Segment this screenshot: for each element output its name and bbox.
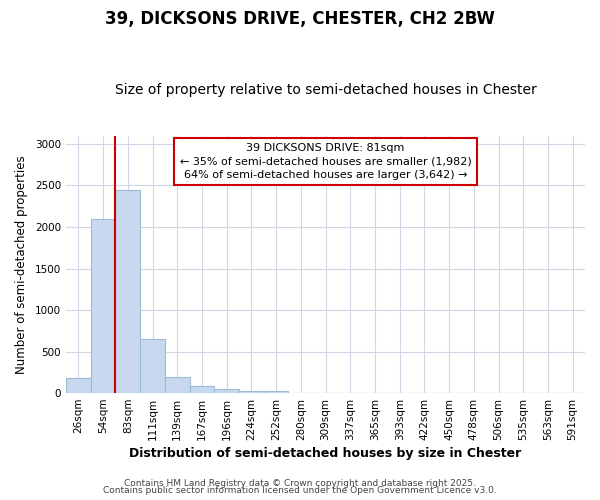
Bar: [91, 218, 115, 393]
Bar: [115, 190, 140, 393]
Bar: [214, 390, 239, 393]
Text: 39 DICKSONS DRIVE: 81sqm
← 35% of semi-detached houses are smaller (1,982)
64% o: 39 DICKSONS DRIVE: 81sqm ← 35% of semi-d…: [179, 144, 472, 180]
Title: Size of property relative to semi-detached houses in Chester: Size of property relative to semi-detach…: [115, 83, 536, 97]
Text: Contains public sector information licensed under the Open Government Licence v3: Contains public sector information licen…: [103, 486, 497, 495]
X-axis label: Distribution of semi-detached houses by size in Chester: Distribution of semi-detached houses by …: [130, 447, 521, 460]
Text: Contains HM Land Registry data © Crown copyright and database right 2025.: Contains HM Land Registry data © Crown c…: [124, 478, 476, 488]
Bar: [165, 377, 190, 393]
Bar: [239, 391, 264, 393]
Text: 39, DICKSONS DRIVE, CHESTER, CH2 2BW: 39, DICKSONS DRIVE, CHESTER, CH2 2BW: [105, 10, 495, 28]
Bar: [264, 392, 289, 393]
Bar: [190, 386, 214, 393]
Bar: [66, 378, 91, 393]
Bar: [140, 339, 165, 393]
Y-axis label: Number of semi-detached properties: Number of semi-detached properties: [15, 155, 28, 374]
